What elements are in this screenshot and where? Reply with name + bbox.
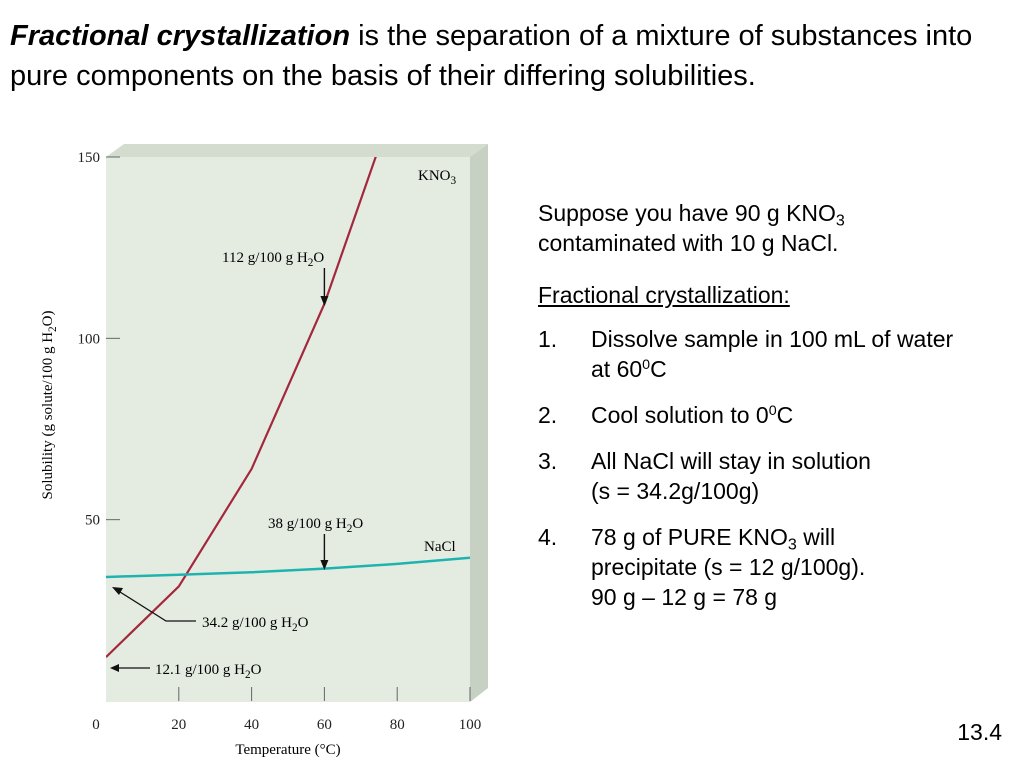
annotation-kno3-60c: 112 g/100 g H2O xyxy=(222,250,324,269)
step-text: Dissolve sample in 100 mL of water at 60 xyxy=(591,326,954,382)
y-tick-label: 50 xyxy=(85,513,100,529)
step-text-post: C xyxy=(776,402,794,428)
step-sup: 0 xyxy=(768,403,777,420)
x-axis-ticks: 0 20 40 60 80 100 xyxy=(92,687,481,733)
x-tick-label: 20 xyxy=(171,717,186,733)
steps-list: 1. Dissolve sample in 100 mL of water at… xyxy=(538,324,978,612)
arrow-head xyxy=(112,587,123,595)
label-subscript: 2 xyxy=(245,669,251,681)
label-subscript: 2 xyxy=(347,523,353,535)
label-text: O xyxy=(313,250,324,266)
step-sup: 0 xyxy=(642,357,651,374)
step-number: 4. xyxy=(538,524,558,550)
label-text: KNO xyxy=(418,168,451,184)
step-text: Cool solution to 0 xyxy=(591,402,769,428)
x-tick-label: 80 xyxy=(390,717,405,733)
label-subscript: 2 xyxy=(292,622,298,634)
label-text: 112 g/100 g H xyxy=(222,250,308,266)
label-text: 12.1 g/100 g H xyxy=(155,662,245,678)
series-lines: KNO3 NaCl xyxy=(106,157,470,658)
label-text: NaCl xyxy=(424,539,456,555)
label-subscript: 2 xyxy=(47,326,59,332)
arrow-shaft xyxy=(119,591,196,622)
intro-definition: Fractional crystallization is the separa… xyxy=(10,16,1000,96)
axis-labels: Temperature (°C) Solubility (g solute/100… xyxy=(40,311,341,758)
step-text-line2: precipitate (s = 12 g/100g). xyxy=(591,554,866,580)
annotation-nacl-0c: 34.2 g/100 g H2O xyxy=(202,615,309,634)
scenario-text: Suppose you have 90 g KNO3 contaminated w… xyxy=(538,198,978,258)
step-text: All NaCl will stay in solution xyxy=(591,448,871,474)
kno3-solubility-line xyxy=(106,157,377,658)
y-axis-title: Solubility (g solute/100 g H2O) xyxy=(40,311,59,500)
x-tick-label: 0 xyxy=(92,717,100,733)
step-item: 2. Cool solution to 00C xyxy=(538,400,978,430)
label-text: O xyxy=(352,516,363,532)
label-text: Solubility (g solute/100 g H xyxy=(40,332,56,500)
annotation-kno3-0c: 12.1 g/100 g H2O xyxy=(155,662,262,681)
arrow-head xyxy=(110,664,119,672)
y-tick-label: 100 xyxy=(78,331,101,347)
slide-number: 13.4 xyxy=(957,719,1002,745)
label-text: O xyxy=(298,615,309,631)
x-tick-label: 100 xyxy=(459,717,482,733)
label-text: 38 g/100 g H xyxy=(268,516,347,532)
nacl-solubility-line xyxy=(106,556,470,579)
series-label-nacl: NaCl xyxy=(424,539,456,555)
arrow-head xyxy=(320,560,329,570)
step-text: 78 g of PURE KNO xyxy=(591,524,788,550)
scenario-line1: Suppose you have 90 g KNO xyxy=(538,200,836,226)
step-item: 4. 78 g of PURE KNO3 will precipitate (s … xyxy=(538,522,978,612)
steps-title: Fractional crystallization: xyxy=(538,282,790,308)
step-number: 3. xyxy=(538,448,558,474)
x-tick-label: 60 xyxy=(317,717,332,733)
step-text-post: C xyxy=(650,356,667,382)
label-subscript: 2 xyxy=(308,257,314,269)
plot-frame-top xyxy=(106,144,488,157)
step-text-line3: 90 g – 12 g = 78 g xyxy=(591,584,778,610)
definition-text: is the separation of a mixture of substa… xyxy=(10,20,973,92)
series-label-kno3: KNO3 xyxy=(418,168,457,187)
annotation-nacl-60c: 38 g/100 g H2O xyxy=(268,516,363,535)
step-text-post: will xyxy=(796,524,836,550)
y-tick-label: 150 xyxy=(78,150,101,166)
step-number: 1. xyxy=(538,326,558,352)
defined-term: Fractional crystallization xyxy=(10,20,351,52)
x-tick-label: 40 xyxy=(244,717,259,733)
label-subscript: 3 xyxy=(451,175,457,187)
arrow-head xyxy=(320,296,329,306)
plot-area xyxy=(106,157,470,702)
scenario-line2: contaminated with 10 g NaCl. xyxy=(538,230,839,256)
step-item: 3. All NaCl will stay in solution (s = 34… xyxy=(538,446,978,506)
step-text-line2: (s = 34.2g/100g) xyxy=(591,478,760,504)
scenario-subscript: 3 xyxy=(835,211,845,230)
step-number: 2. xyxy=(538,402,558,428)
solubility-chart-svg: 50 100 150 0 20 40 60 80 100 KNO3 NaCl 112 g/100… xyxy=(40,144,488,758)
label-text: O) xyxy=(40,311,56,327)
x-axis-title: Temperature (°C) xyxy=(235,742,340,758)
procedure-panel: Suppose you have 90 g KNO3 contaminated w… xyxy=(538,198,978,628)
plot-frame-side xyxy=(470,144,488,702)
label-text: O xyxy=(251,662,262,678)
solubility-chart: 50 100 150 0 20 40 60 80 100 KNO3 NaCl 112 g/100… xyxy=(0,140,520,768)
label-text: 34.2 g/100 g H xyxy=(202,615,292,631)
step-sub: 3 xyxy=(787,535,797,554)
step-item: 1. Dissolve sample in 100 mL of water at… xyxy=(538,324,978,384)
y-axis-ticks: 50 100 150 xyxy=(78,150,120,529)
